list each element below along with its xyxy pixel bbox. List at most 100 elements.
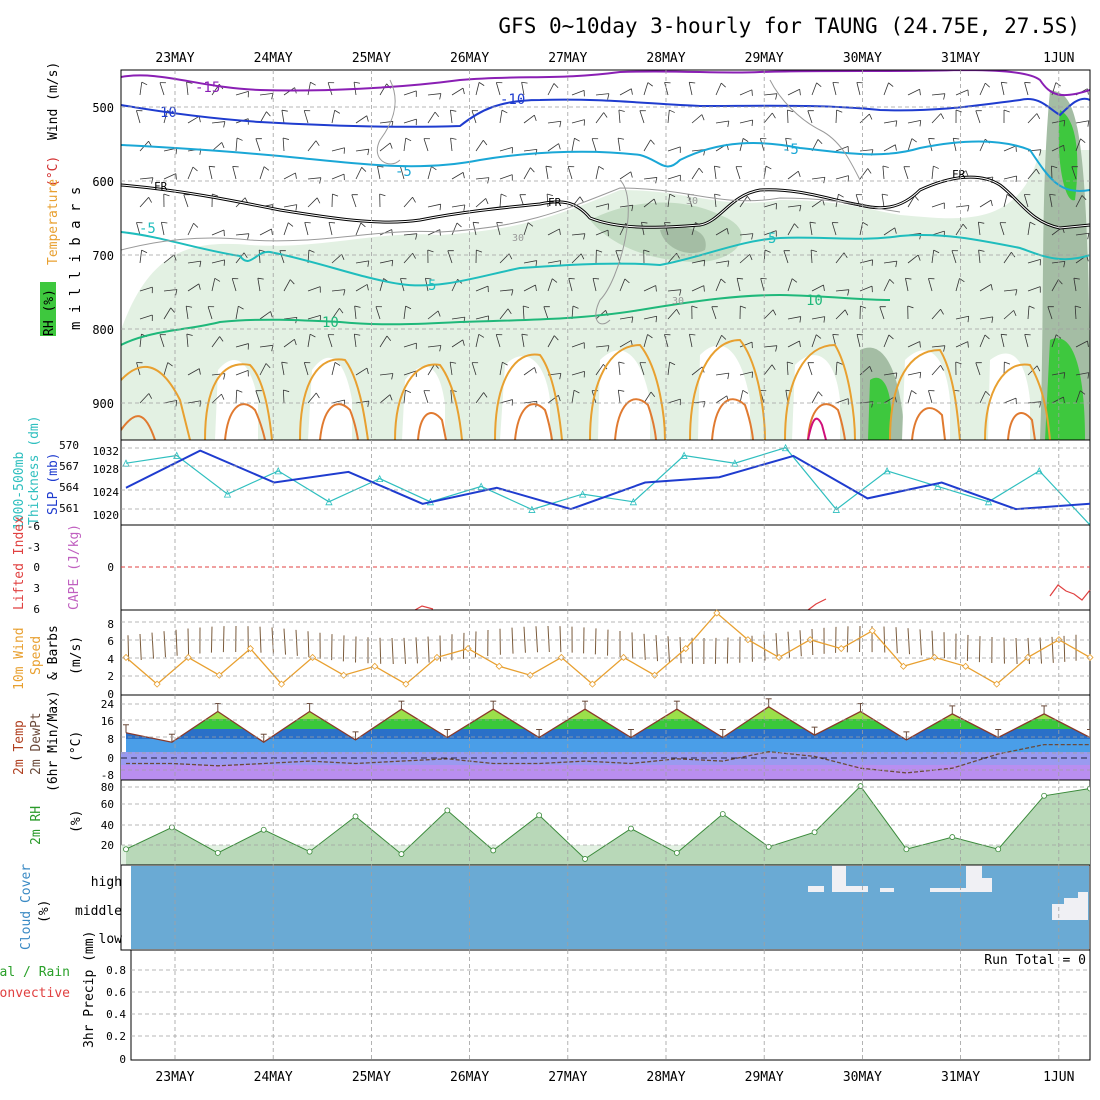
wind-barb-flag [720, 82, 726, 88]
wind-barb [787, 204, 801, 208]
wind-barb-flag [367, 260, 370, 267]
wind-barb-flag [551, 278, 558, 283]
wind-barb [811, 199, 823, 208]
wind-barb [715, 395, 728, 404]
wind10-barb [391, 637, 394, 665]
wind-barb-flag [894, 396, 897, 403]
wind-barb [211, 393, 222, 404]
wind-barb-flag [799, 205, 802, 212]
wind-barb [545, 166, 549, 180]
li-label: Lifted Index [12, 516, 27, 610]
wind-barb [975, 362, 981, 376]
day-label-top: 29MAY [745, 51, 784, 66]
wind-barb [1027, 286, 1041, 292]
wind-barb [1049, 194, 1053, 208]
day-label-top: 1JUN [1043, 51, 1074, 66]
rh-legend-swatch [40, 282, 56, 336]
wind-barb-flag [905, 277, 912, 280]
wind-speed-point [837, 644, 845, 653]
wind-barb-flag [439, 93, 442, 100]
wind-barb [883, 260, 897, 264]
wind-barb-flag [679, 289, 682, 296]
wind-barb-flag [631, 316, 634, 323]
wind-barb [547, 120, 561, 124]
wind-barb [811, 334, 817, 348]
day-label-top: 26MAY [450, 51, 489, 66]
wind-barb [499, 362, 503, 376]
wind-barb [931, 345, 945, 348]
rh-point [995, 846, 1002, 853]
wind-barb-flag [618, 137, 625, 140]
wind-barb [355, 167, 363, 180]
wind-barb-flag [266, 111, 271, 117]
wind-barb-flag [282, 137, 289, 140]
li-tick-3: 3 [33, 582, 40, 595]
wind-barb-flag [193, 222, 199, 228]
wind-barb-flag [1036, 365, 1041, 372]
precip-tick-02: 0.2 [106, 1030, 126, 1043]
wind-barb [955, 315, 969, 320]
contour-plus10 [121, 293, 891, 346]
wind-barb-flag [334, 109, 341, 114]
wind-barb [667, 110, 670, 124]
wind-barb [379, 142, 391, 152]
wind-barb-flag [175, 289, 178, 296]
label-m5c: -5 [139, 221, 156, 237]
wind-barb [643, 334, 648, 348]
thickness-unit-label: Thickness (dm) [27, 415, 42, 525]
wind-barb [955, 341, 968, 348]
wind-barb [257, 278, 261, 292]
wind-barb [499, 110, 503, 124]
rh-contours [121, 79, 901, 325]
wind-barb [879, 306, 885, 320]
wind-barb [472, 222, 477, 236]
wind-barb [450, 390, 453, 404]
wind-barb-flag [799, 89, 801, 96]
wind-barb-flag [894, 227, 897, 234]
wind-barb-flag [319, 177, 322, 184]
wind-barb [259, 311, 271, 320]
wind-barb [232, 166, 237, 180]
wind-barb [331, 362, 336, 376]
wind-barb-flag [339, 308, 344, 314]
wind10-barb [714, 637, 717, 664]
wind-barb [163, 254, 175, 264]
wind-barb-flag [534, 115, 537, 122]
wind-barb [331, 289, 345, 292]
wind-barb [595, 112, 605, 124]
wind-barb [427, 363, 436, 376]
wind-barb-flag [669, 193, 676, 198]
celsius-label: (°C) [46, 156, 61, 187]
wind-barb-flag [223, 373, 226, 380]
label-rh30a: 30 [512, 233, 524, 244]
wind-barb-flag [462, 88, 465, 95]
label-rh30b: 30 [686, 196, 698, 207]
wind-barb-flag [199, 261, 202, 268]
wind-speed-point [557, 653, 565, 662]
rh-shading-bright-1 [868, 377, 892, 440]
wind-barb-flag [737, 277, 744, 280]
wind-barb [786, 362, 789, 376]
wind-barb [763, 202, 777, 208]
wind-barb-flag [751, 371, 754, 378]
wind-barb [811, 82, 817, 96]
wind-barb [667, 309, 677, 320]
wind-barb-flag [175, 148, 178, 155]
wind-barb-flag [175, 400, 178, 407]
wind-barb-flag [309, 333, 316, 338]
thickness-point [223, 490, 232, 498]
wind-barb [1003, 252, 1012, 264]
wind-barb [643, 139, 651, 152]
wind-barb-flag [990, 200, 993, 207]
cloud-tick-low: low [99, 932, 123, 947]
wind-barb [931, 93, 945, 96]
wind-barb [449, 110, 453, 124]
wind-barb-flag [221, 142, 225, 149]
wind-barb-flag [463, 204, 466, 211]
wind-barb-flag [596, 249, 603, 253]
wind-barb-flag [703, 401, 706, 408]
wind-barb-flag [283, 389, 290, 393]
wind-barb-flag [720, 278, 726, 284]
wind-barb-flag [511, 289, 514, 296]
wind-barb-flag [990, 284, 993, 291]
